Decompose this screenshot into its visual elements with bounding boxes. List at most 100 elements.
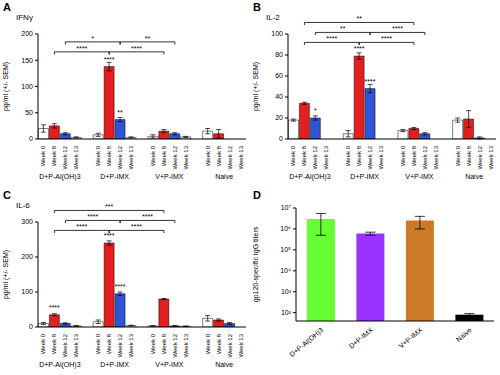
svg-text:Week 0: Week 0 (150, 145, 156, 166)
svg-text:*: * (91, 35, 94, 42)
svg-text:Week 8: Week 8 (216, 145, 222, 166)
svg-text:Week 12: Week 12 (62, 145, 68, 169)
svg-text:Week 8: Week 8 (301, 145, 307, 166)
svg-text:Week 12: Week 12 (422, 145, 428, 169)
svg-text:Week 8: Week 8 (356, 145, 362, 166)
svg-text:**: ** (117, 109, 123, 116)
svg-text:**: ** (340, 25, 346, 32)
svg-text:****: **** (104, 232, 115, 239)
svg-text:****: **** (115, 283, 126, 290)
svg-text:Week 0: Week 0 (40, 333, 46, 354)
svg-text:D+P-IMX: D+P-IMX (348, 326, 375, 350)
svg-text:Week 12: Week 12 (477, 145, 483, 169)
svg-text:Week 0: Week 0 (95, 145, 101, 166)
svg-text:****: **** (104, 56, 115, 63)
svg-text:100: 100 (21, 288, 33, 295)
svg-text:Week 13: Week 13 (378, 145, 384, 169)
svg-text:Week 12: Week 12 (312, 145, 318, 169)
svg-text:10⁷: 10⁷ (281, 204, 292, 211)
svg-text:50: 50 (25, 109, 33, 116)
svg-text:Naive: Naive (465, 173, 483, 180)
svg-text:Week 13: Week 13 (183, 145, 189, 169)
svg-text:**: ** (145, 35, 151, 42)
svg-text:****: **** (326, 35, 337, 42)
svg-text:Week 0: Week 0 (345, 145, 351, 166)
svg-text:****: **** (76, 45, 87, 52)
svg-text:10⁶: 10⁶ (280, 225, 291, 232)
svg-text:Week 13: Week 13 (73, 145, 79, 169)
svg-text:200: 200 (21, 30, 33, 37)
svg-text:10⁵: 10⁵ (280, 246, 291, 253)
svg-text:Week 8: Week 8 (106, 145, 112, 166)
svg-text:Week 13: Week 13 (433, 145, 439, 169)
svg-text:Week 8: Week 8 (466, 145, 472, 166)
svg-text:100: 100 (271, 30, 283, 37)
svg-text:**: ** (356, 15, 362, 22)
svg-text:Week 12: Week 12 (227, 333, 233, 357)
svg-text:Week 0: Week 0 (205, 333, 211, 354)
svg-text:Naive: Naive (215, 173, 233, 180)
svg-text:V+P-IMX: V+P-IMX (155, 173, 184, 180)
svg-text:Week 0: Week 0 (455, 145, 461, 166)
svg-text:****: **** (49, 304, 60, 311)
svg-text:10³: 10³ (281, 288, 292, 295)
svg-text:V+P-IMX: V+P-IMX (397, 326, 423, 350)
svg-text:Week 12: Week 12 (172, 145, 178, 169)
svg-text:40: 40 (275, 93, 283, 100)
svg-text:100: 100 (21, 83, 33, 90)
svg-text:Week 12: Week 12 (367, 145, 373, 169)
svg-text:D+P-Al(OH)3: D+P-Al(OH)3 (39, 173, 81, 181)
svg-text:10²: 10² (281, 309, 292, 316)
svg-text:Week 13: Week 13 (128, 145, 134, 169)
svg-text:Week 12: Week 12 (172, 333, 178, 357)
svg-text:60: 60 (275, 72, 283, 79)
svg-text:Week 13: Week 13 (73, 333, 79, 357)
svg-text:Week 0: Week 0 (205, 145, 211, 166)
svg-text:Naive: Naive (215, 361, 233, 368)
svg-text:Week 12: Week 12 (117, 145, 123, 169)
svg-text:****: **** (76, 223, 87, 230)
svg-text:0: 0 (279, 135, 283, 142)
svg-text:Week 13: Week 13 (183, 333, 189, 357)
svg-text:Week 8: Week 8 (51, 145, 57, 166)
svg-text:Week 13: Week 13 (488, 145, 492, 169)
svg-text:Week 0: Week 0 (290, 145, 296, 166)
svg-text:Week 13: Week 13 (238, 333, 244, 357)
svg-text:Week 12: Week 12 (62, 333, 68, 357)
svg-text:V+P-IMX: V+P-IMX (405, 173, 434, 180)
svg-text:Week 8: Week 8 (216, 333, 222, 354)
svg-text:Week 0: Week 0 (40, 145, 46, 166)
svg-text:0: 0 (29, 323, 33, 330)
svg-text:Week 12: Week 12 (227, 145, 233, 169)
svg-text:****: **** (142, 213, 153, 220)
svg-text:***: *** (105, 203, 113, 210)
svg-text:Week 8: Week 8 (161, 145, 167, 166)
svg-text:D+P-Al(OH)3: D+P-Al(OH)3 (288, 326, 325, 359)
svg-text:****: **** (354, 45, 365, 52)
svg-text:0: 0 (29, 135, 33, 142)
svg-text:Week 8: Week 8 (51, 333, 57, 354)
svg-text:V+P-IMX: V+P-IMX (155, 361, 184, 368)
svg-text:****: **** (392, 25, 403, 32)
svg-text:D+P-Al(OH)3: D+P-Al(OH)3 (39, 361, 81, 369)
svg-text:D+P-IMX: D+P-IMX (100, 173, 129, 180)
svg-text:300: 300 (21, 218, 33, 225)
svg-text:Week 8: Week 8 (411, 145, 417, 166)
svg-text:*: * (314, 107, 317, 114)
svg-text:Week 8: Week 8 (106, 333, 112, 354)
svg-text:pg/ml (+/- SEM): pg/ml (+/- SEM) (8, 250, 10, 299)
svg-text:Naive: Naive (455, 326, 473, 343)
svg-text:D+P-IMX: D+P-IMX (100, 361, 129, 368)
svg-text:****: **** (87, 213, 98, 220)
svg-text:pg/ml (+/- SEM): pg/ml (+/- SEM) (252, 62, 260, 111)
svg-text:****: **** (365, 78, 376, 85)
svg-text:****: **** (381, 35, 392, 42)
svg-text:150: 150 (21, 57, 33, 64)
svg-text:Week 12: Week 12 (117, 333, 123, 357)
svg-text:Week 13: Week 13 (323, 145, 329, 169)
svg-text:Week 0: Week 0 (400, 145, 406, 166)
svg-text:D+P-IMX: D+P-IMX (350, 173, 379, 180)
svg-text:Week 0: Week 0 (95, 333, 101, 354)
svg-text:****: **** (131, 45, 142, 52)
svg-text:Week 8: Week 8 (161, 333, 167, 354)
